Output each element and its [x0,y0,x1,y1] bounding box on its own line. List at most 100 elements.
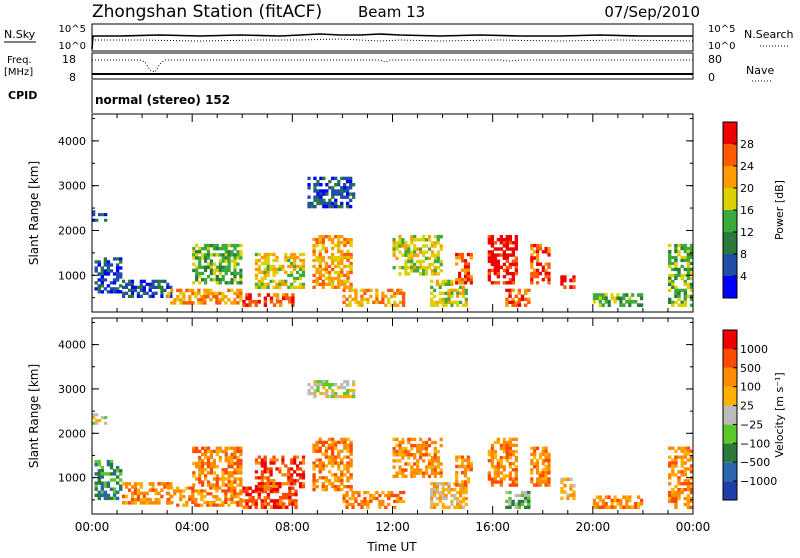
velocity-cell-10 [433,450,437,454]
velocity-cell-3 [233,486,237,490]
power-cell-10 [392,241,396,245]
power-cell-14 [524,288,528,292]
velocity-cell-8 [343,473,347,477]
velocity-cell-13 [514,443,518,448]
velocity-cell-15 [547,465,551,469]
power-cell-14 [511,297,515,301]
power-cell-4 [221,247,225,251]
power-cell-10 [422,269,426,273]
velocity-cell-10 [413,474,417,478]
power-cell-6 [293,279,297,283]
velocity-cell-5 [266,502,271,506]
power-cell-7 [325,189,329,193]
velocity-cell-11 [450,499,454,504]
power-cell-17 [592,293,596,297]
power-cell-6 [260,261,264,266]
velocity-cell-7 [322,391,326,396]
power-cell-1 [103,260,108,264]
velocity-cell-4 [230,446,234,450]
power-cell-18 [674,291,678,295]
power-cell-6 [299,285,303,289]
power-cell-17 [622,293,626,297]
power-cell-6 [272,258,276,263]
velocity-cell-6 [296,467,300,471]
velocity-cell-8 [333,458,338,462]
power-cell-13 [487,271,491,276]
velocity-cell-7 [310,386,314,390]
power-cell-2 [139,279,143,283]
velocity-cell-8 [346,479,350,483]
power-cell-8 [337,273,341,278]
power-cell-6 [284,282,288,286]
velocity-cell-2 [166,482,170,486]
power-cell-3 [173,301,177,305]
power-cell-5 [242,299,246,304]
power-cell-18 [689,288,693,292]
power-cell-11 [459,300,463,304]
power-cell-3 [236,295,240,299]
power-cell-6 [293,255,297,260]
velocity-cell-10 [433,459,437,463]
power-cell-13 [505,235,509,239]
power-cell-12 [455,278,459,282]
power-cell-4 [206,243,211,248]
velocity-cell-12 [458,483,462,487]
velocity-cell-15 [538,471,542,475]
velocity-cell-9 [381,499,385,504]
velocity-cell-7 [331,383,335,387]
power-cell-15 [530,256,534,260]
power-cell-4 [230,253,234,257]
velocity-cell-8 [340,461,344,465]
power-cell-12 [466,265,470,269]
velocity-cell-2 [157,501,161,505]
velocity-cell-13 [493,480,497,484]
velocity-cell-10 [407,440,411,445]
velocity-cell-15 [530,458,534,463]
velocity-cell-17 [595,495,599,499]
velocity-cell-10 [410,446,414,451]
velocity-cell-11 [441,485,445,489]
velocity-cell-11 [433,482,437,486]
power-cell-6 [275,267,279,272]
power-cell-14 [505,300,509,304]
power-cell-0 [98,213,102,217]
velocity-cell-9 [351,502,355,507]
date-label: 07/Sep/2010 [604,3,700,21]
power-cell-6 [301,282,306,286]
velocity-cell-18 [683,461,687,465]
velocity-cell-9 [366,490,370,495]
velocity-cell-1 [112,478,117,482]
velocity-cell-6 [260,476,264,480]
velocity-cell-18 [686,493,691,498]
power-cell-7 [316,198,320,203]
velocity-cell-2 [139,482,143,486]
velocity-cell-10 [427,437,432,442]
power-cell-18 [686,261,691,266]
power-cell-1 [112,272,117,276]
velocity-cell-2 [133,485,137,489]
velocity-cell-9 [348,496,352,501]
velocity-cell-17 [598,498,602,503]
power-cell-3 [212,295,216,299]
velocity-cell-6 [263,455,267,459]
velocity-cell-13 [499,483,503,487]
velocity-cell-11 [438,496,442,501]
power-cell-8 [324,235,329,239]
velocity-cell-10 [436,471,440,475]
velocity-cell-8 [330,482,335,486]
velocity-cell-8 [318,449,322,453]
velocity-cell-11 [433,502,437,507]
power-cell-8 [324,246,329,251]
power-cell-3 [182,291,186,296]
velocity-cell-7 [337,386,341,390]
velocity-cell-5 [275,505,280,509]
power-cell-3 [239,288,243,293]
velocity-cell-5 [245,505,249,509]
power-cell-6 [254,273,258,278]
velocity-cell-6 [293,455,297,459]
power-cell-10 [410,266,414,270]
power-cell-4 [230,243,234,248]
power-cell-14 [511,288,515,292]
power-cell-8 [343,240,347,245]
velocity-cell-17 [622,505,626,509]
